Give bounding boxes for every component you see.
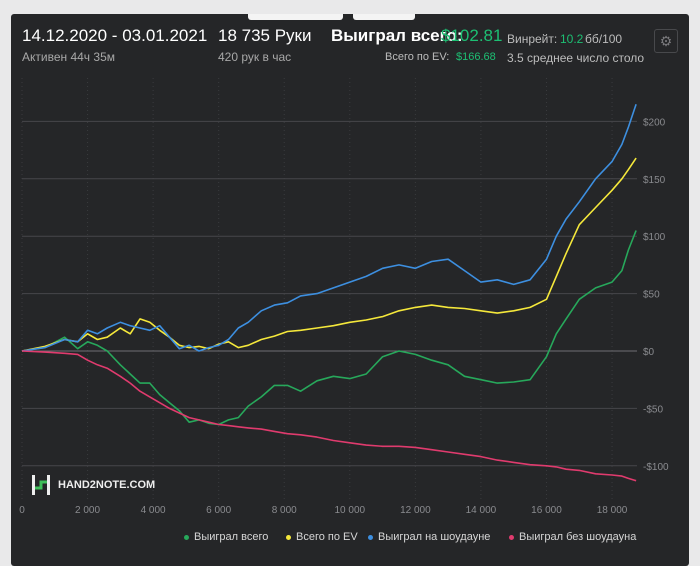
hands-per-hour: 420 рук в час <box>218 50 292 64</box>
series-line <box>21 230 637 426</box>
date-range[interactable]: 14.12.2020 - 03.01.2021 <box>22 26 208 45</box>
legend-label: Выиграл всего <box>194 531 269 544</box>
winrate-unit: бб/100 <box>585 32 623 46</box>
ev-label: Всего по EV: <box>385 51 450 63</box>
y-tick-label: $0 <box>643 347 655 358</box>
x-tick-label: 6 000 <box>206 505 231 516</box>
legend-dot <box>509 534 514 540</box>
logo-icon <box>32 475 50 495</box>
y-tick-label: $100 <box>643 232 666 243</box>
legend-label: Всего по EV <box>296 531 358 544</box>
y-tick-label: -$50 <box>643 404 663 415</box>
legend-dot <box>368 534 373 540</box>
won-total-label: Выиграл всего: <box>331 26 463 45</box>
x-tick-label: 8 000 <box>272 505 297 516</box>
legend-label: Выиграл на шоудауне <box>378 531 491 544</box>
x-tick-label: 4 000 <box>141 505 166 516</box>
ev-value: $166.68 <box>456 51 496 63</box>
y-tick-label: -$100 <box>643 462 669 473</box>
legend-dot <box>184 534 189 540</box>
x-tick-label: 0 <box>19 505 25 516</box>
series-line <box>21 350 637 482</box>
x-tick-label: 10 000 <box>335 505 366 516</box>
series-line <box>21 157 637 352</box>
tab-stub[interactable] <box>353 14 415 20</box>
x-tick-label: 16 000 <box>531 505 562 516</box>
x-tick-label: 14 000 <box>466 505 497 516</box>
hands-count: 18 735 Руки <box>218 26 312 45</box>
legend-dot <box>286 534 291 540</box>
series-line <box>21 103 637 352</box>
winrate-label: Винрейт: <box>507 32 558 46</box>
gear-icon: ⚙ <box>659 33 673 49</box>
y-tick-label: $200 <box>643 117 666 128</box>
logo-text: HAND2NOTE.COM <box>58 479 156 491</box>
won-total-value: $102.81 <box>441 26 503 45</box>
y-tick-label: $150 <box>643 175 666 186</box>
avg-tables: 3.5 среднее число столо <box>507 51 645 65</box>
legend-item-showdown[interactable]: Выиграл на шоудауне <box>368 531 490 545</box>
legend-item-ev[interactable]: Всего по EV <box>286 531 358 545</box>
active-time: Активен 44ч 35м <box>22 50 115 64</box>
y-tick-label: $50 <box>643 290 660 301</box>
x-tick-label: 2 000 <box>75 505 100 516</box>
winrate-value: 10.2 <box>560 32 584 46</box>
x-tick-label: 12 000 <box>400 505 431 516</box>
legend-item-non-showdown[interactable]: Выиграл без шоудауна <box>509 531 636 545</box>
legend-item-won-total[interactable]: Выиграл всего <box>184 531 268 545</box>
x-tick-label: 18 000 <box>597 505 628 516</box>
tab-stub[interactable] <box>248 14 343 20</box>
settings-button[interactable]: ⚙ <box>654 29 678 53</box>
legend-label: Выиграл без шоудауна <box>519 531 637 544</box>
